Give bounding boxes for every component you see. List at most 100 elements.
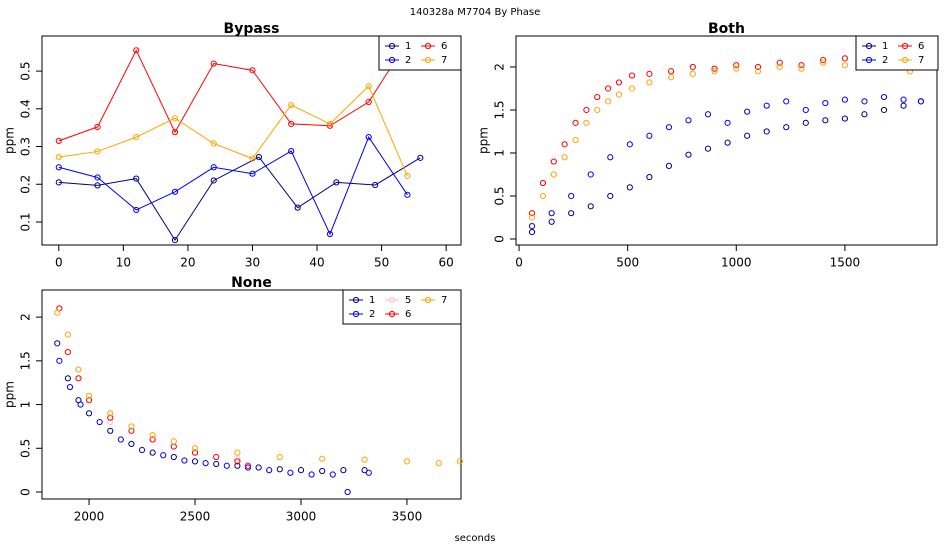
data-point <box>628 72 636 79</box>
data-point <box>55 164 62 171</box>
data-point <box>223 462 230 469</box>
data-point <box>56 357 63 364</box>
data-point <box>107 427 114 434</box>
legend-label: 1 <box>369 295 375 306</box>
data-point <box>561 141 568 148</box>
legend-label: 6 <box>441 41 447 52</box>
data-point <box>326 120 334 128</box>
y-tick-label: 0.4 <box>19 99 33 118</box>
data-point <box>615 91 623 98</box>
data-point <box>841 96 848 103</box>
y-tick-label: 1.5 <box>19 351 33 370</box>
data-point <box>626 184 633 191</box>
data-point <box>900 102 907 109</box>
data-point <box>583 119 590 126</box>
y-axis-label: ppm <box>3 127 17 154</box>
data-point <box>820 56 827 64</box>
legend-marker <box>388 56 396 64</box>
legend-label: 7 <box>441 55 447 66</box>
data-point <box>149 436 156 443</box>
data-point <box>75 375 82 382</box>
data-point <box>685 151 692 158</box>
legend-marker <box>901 42 909 50</box>
legend-label: 7 <box>441 295 447 306</box>
y-tick-label: 1 <box>493 149 507 157</box>
data-point <box>255 153 263 161</box>
y-tick-label: 0.5 <box>19 439 33 458</box>
plot-frame <box>41 35 462 246</box>
data-point <box>133 47 140 54</box>
data-point <box>550 171 557 178</box>
data-point <box>841 62 848 69</box>
data-point <box>85 392 93 399</box>
legend-label: 1 <box>405 41 411 52</box>
data-point <box>711 65 718 72</box>
data-point <box>210 140 217 147</box>
y-tick-label: 1 <box>19 401 33 409</box>
series-line <box>58 156 421 242</box>
data-point <box>776 59 783 66</box>
legend-marker <box>388 296 396 304</box>
data-point <box>548 210 555 217</box>
data-point <box>841 55 848 62</box>
data-point <box>365 469 372 476</box>
series-line <box>58 85 408 177</box>
data-point <box>626 141 633 148</box>
data-point <box>94 148 101 155</box>
x-tick-label: 3500 <box>392 510 423 524</box>
data-point <box>365 134 372 141</box>
data-point <box>754 68 762 75</box>
series-line <box>58 136 408 236</box>
data-point <box>880 106 888 114</box>
data-point <box>133 175 140 182</box>
data-point <box>646 132 653 139</box>
data-point <box>244 464 252 471</box>
legend-marker <box>424 296 432 304</box>
data-point <box>572 119 579 126</box>
legend-box <box>342 289 462 325</box>
legend-label: 2 <box>882 55 888 66</box>
data-point <box>288 147 295 155</box>
legend-label: 2 <box>369 309 375 320</box>
data-point <box>326 122 334 129</box>
x-tick-label: 2000 <box>74 510 105 524</box>
data-point <box>94 174 101 181</box>
data-point <box>234 455 241 462</box>
data-point <box>94 123 101 131</box>
data-point <box>213 460 220 468</box>
data-point <box>128 427 135 434</box>
data-point <box>326 230 334 238</box>
data-point <box>55 153 62 161</box>
data-point <box>54 309 61 316</box>
y-tick-label: 2 <box>493 63 507 71</box>
data-point <box>550 158 557 165</box>
data-point <box>783 98 790 105</box>
data-point <box>329 471 336 478</box>
data-point <box>149 432 156 439</box>
data-point <box>665 124 673 131</box>
y-tick-label: 2 <box>19 313 33 321</box>
data-point <box>861 98 868 105</box>
data-point <box>568 210 575 217</box>
data-point <box>133 206 140 214</box>
x-tick-label: 500 <box>616 256 639 270</box>
plot-frame <box>41 289 462 500</box>
x-tick-label: 30 <box>245 256 260 270</box>
series-line <box>58 49 395 142</box>
data-point <box>319 455 326 462</box>
data-point <box>763 102 770 109</box>
data-point <box>64 348 71 356</box>
data-point <box>117 436 124 443</box>
y-axis-label: ppm <box>477 127 491 154</box>
data-point <box>841 115 848 122</box>
data-point <box>798 65 805 72</box>
legend-marker <box>865 56 873 64</box>
data-point <box>539 179 547 187</box>
data-point <box>880 93 888 101</box>
legend-marker <box>865 42 873 50</box>
data-point <box>107 414 114 421</box>
data-point <box>191 445 199 452</box>
data-point <box>724 119 731 126</box>
data-point <box>210 177 217 184</box>
data-point <box>685 117 692 124</box>
